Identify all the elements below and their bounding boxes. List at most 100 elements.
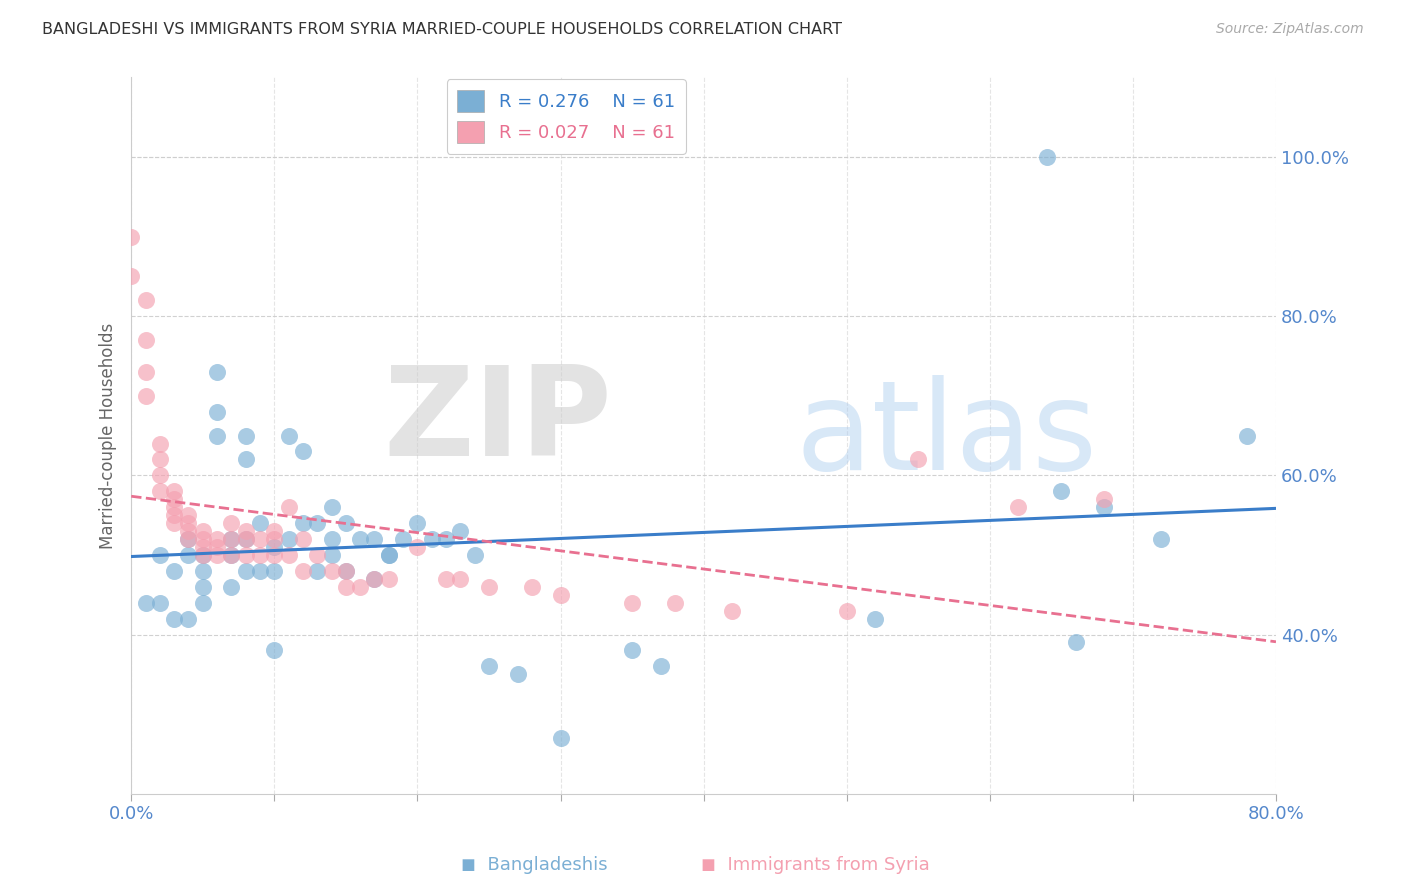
- Point: [721, 604, 744, 618]
- Point: [335, 564, 357, 578]
- Point: [191, 548, 214, 562]
- Point: [135, 596, 157, 610]
- Point: [177, 532, 200, 546]
- Point: [621, 643, 644, 657]
- Point: [221, 548, 243, 562]
- Point: [249, 564, 271, 578]
- Point: [263, 564, 285, 578]
- Point: [191, 540, 214, 554]
- Point: [235, 548, 257, 562]
- Point: [135, 293, 157, 308]
- Point: [191, 524, 214, 538]
- Point: [205, 405, 228, 419]
- Point: [163, 500, 186, 515]
- Point: [177, 516, 200, 530]
- Point: [163, 564, 186, 578]
- Point: [221, 580, 243, 594]
- Point: [205, 365, 228, 379]
- Point: [1050, 484, 1073, 499]
- Point: [163, 492, 186, 507]
- Point: [1092, 500, 1115, 515]
- Point: [434, 572, 457, 586]
- Point: [120, 229, 142, 244]
- Text: atlas: atlas: [796, 375, 1097, 496]
- Point: [277, 548, 299, 562]
- Y-axis label: Married-couple Households: Married-couple Households: [100, 322, 117, 549]
- Point: [478, 580, 501, 594]
- Point: [335, 580, 357, 594]
- Point: [363, 572, 385, 586]
- Point: [235, 532, 257, 546]
- Point: [392, 532, 415, 546]
- Point: [378, 572, 401, 586]
- Point: [406, 516, 429, 530]
- Point: [221, 532, 243, 546]
- Text: ◼  Immigrants from Syria: ◼ Immigrants from Syria: [702, 856, 929, 874]
- Point: [191, 564, 214, 578]
- Point: [149, 596, 172, 610]
- Point: [1236, 428, 1258, 442]
- Point: [177, 611, 200, 625]
- Point: [235, 564, 257, 578]
- Point: [321, 548, 343, 562]
- Point: [149, 436, 172, 450]
- Point: [1064, 635, 1087, 649]
- Text: ZIP: ZIP: [384, 360, 612, 482]
- Point: [835, 604, 858, 618]
- Point: [907, 452, 929, 467]
- Point: [120, 269, 142, 284]
- Point: [349, 580, 371, 594]
- Point: [406, 540, 429, 554]
- Point: [520, 580, 543, 594]
- Text: BANGLADESHI VS IMMIGRANTS FROM SYRIA MARRIED-COUPLE HOUSEHOLDS CORRELATION CHART: BANGLADESHI VS IMMIGRANTS FROM SYRIA MAR…: [42, 22, 842, 37]
- Point: [478, 659, 501, 673]
- Point: [191, 548, 214, 562]
- Point: [335, 564, 357, 578]
- Point: [249, 532, 271, 546]
- Point: [277, 532, 299, 546]
- Point: [205, 548, 228, 562]
- Point: [349, 532, 371, 546]
- Point: [177, 508, 200, 523]
- Point: [177, 532, 200, 546]
- Point: [378, 548, 401, 562]
- Legend: R = 0.276    N = 61, R = 0.027    N = 61: R = 0.276 N = 61, R = 0.027 N = 61: [447, 79, 686, 154]
- Point: [263, 548, 285, 562]
- Point: [205, 540, 228, 554]
- Point: [865, 611, 887, 625]
- Text: ◼  Bangladeshis: ◼ Bangladeshis: [461, 856, 607, 874]
- Point: [307, 564, 329, 578]
- Point: [263, 532, 285, 546]
- Point: [263, 540, 285, 554]
- Point: [135, 333, 157, 347]
- Text: Source: ZipAtlas.com: Source: ZipAtlas.com: [1216, 22, 1364, 37]
- Point: [235, 524, 257, 538]
- Point: [135, 389, 157, 403]
- Point: [378, 548, 401, 562]
- Point: [149, 548, 172, 562]
- Point: [191, 596, 214, 610]
- Point: [205, 428, 228, 442]
- Point: [177, 524, 200, 538]
- Point: [263, 524, 285, 538]
- Point: [291, 444, 314, 458]
- Point: [163, 508, 186, 523]
- Point: [307, 516, 329, 530]
- Point: [420, 532, 443, 546]
- Point: [249, 516, 271, 530]
- Point: [291, 564, 314, 578]
- Point: [263, 643, 285, 657]
- Point: [464, 548, 486, 562]
- Point: [1092, 492, 1115, 507]
- Point: [149, 468, 172, 483]
- Point: [163, 484, 186, 499]
- Point: [550, 588, 572, 602]
- Point: [1036, 150, 1059, 164]
- Point: [163, 611, 186, 625]
- Point: [1150, 532, 1173, 546]
- Point: [650, 659, 672, 673]
- Point: [1007, 500, 1029, 515]
- Point: [307, 548, 329, 562]
- Point: [335, 516, 357, 530]
- Point: [235, 428, 257, 442]
